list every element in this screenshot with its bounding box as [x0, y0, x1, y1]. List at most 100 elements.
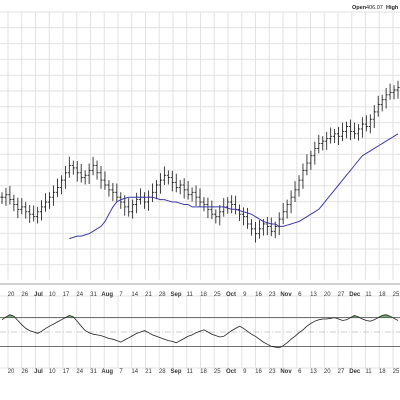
- ohlc-bar: [238, 204, 242, 222]
- ohlc-bar: [83, 170, 87, 185]
- ohlc-bar: [293, 181, 297, 203]
- x-tick-label: Aug: [101, 369, 113, 375]
- ohlc-bar: [281, 203, 285, 224]
- ohlc-bar: [32, 205, 36, 222]
- x-tick-label: 10: [49, 292, 56, 298]
- ohlc-bar: [36, 206, 40, 224]
- x-tick-label: 7: [119, 292, 123, 298]
- x-tick-label: Oct: [226, 292, 236, 298]
- ohlc-bar: [289, 190, 293, 214]
- x-tick-label: 28: [159, 369, 166, 375]
- ohlc-bar: [317, 134, 321, 154]
- x-tick-label: 14: [131, 292, 138, 298]
- x-tick-label: Nov: [280, 292, 292, 298]
- ohlc-bar: [28, 204, 32, 223]
- ohlc-bar: [20, 198, 24, 215]
- ohlc-bar: [87, 163, 91, 185]
- x-tick-label: Dec: [349, 292, 361, 298]
- ohlc-bar: [103, 171, 107, 190]
- ohlc-bar: [356, 124, 360, 141]
- x-tick-label: 11: [187, 292, 194, 298]
- ohlc-bar: [313, 141, 317, 165]
- ohlc-bar: [352, 122, 357, 139]
- ohlc-bar: [194, 185, 198, 206]
- open-value: 406.07: [366, 5, 383, 11]
- x-tick-label: 31: [90, 369, 97, 375]
- ohlc-bar: [119, 192, 123, 209]
- x-tick-label: 9: [243, 369, 247, 375]
- x-tick-label: Sep: [170, 369, 181, 375]
- ohlc-bar: [297, 175, 301, 197]
- ohlc-bar: [384, 88, 388, 109]
- high-label: High: [386, 5, 399, 11]
- x-tick-label: 25: [393, 369, 400, 375]
- ohlc-bar: [16, 197, 20, 219]
- ohlc-bar: [257, 220, 261, 239]
- x-tick-label: 23: [269, 292, 276, 298]
- x-tick-label: Dec: [349, 369, 361, 375]
- oscillator-line: [1, 314, 399, 349]
- ohlc-bar: [206, 197, 210, 219]
- ohlc-bar: [392, 85, 396, 100]
- ohlc-bar: [253, 222, 258, 243]
- ohlc-bar: [51, 185, 56, 206]
- ohlc-bar: [12, 194, 16, 212]
- x-tick-label: 6: [298, 292, 302, 298]
- x-tick-label: Nov: [280, 369, 292, 375]
- x-tick-label: 11: [187, 369, 194, 375]
- price-bars: [0, 80, 400, 243]
- ohlc-bar: [178, 180, 182, 195]
- ohlc-bar: [214, 209, 218, 224]
- price-panel-grid: [0, 11, 400, 280]
- ohlc-bar: [190, 187, 194, 202]
- ohlc-bar: [325, 131, 329, 150]
- ohlc-bar: [40, 200, 44, 221]
- open-label: Open: [352, 5, 367, 11]
- ohlc-bar: [329, 127, 333, 144]
- ohlc-bar: [131, 199, 135, 219]
- ohlc-bar: [301, 163, 305, 189]
- ohlc-bar: [376, 95, 380, 117]
- ohlc-bar: [95, 160, 99, 180]
- ohlc-bar: [71, 160, 75, 175]
- ohlc-bar: [115, 183, 119, 203]
- ohlc-bar: [210, 200, 214, 220]
- ohlc-bar: [63, 165, 67, 189]
- x-tick-label: Oct: [226, 369, 236, 375]
- x-tick-label: 28: [159, 292, 166, 298]
- x-tick-label: 7: [119, 369, 123, 375]
- x-tick-label: 14: [131, 369, 138, 375]
- ohlc-bar: [99, 165, 103, 189]
- x-tick-label: 23: [269, 369, 276, 375]
- ohlc-bar: [154, 180, 159, 200]
- x-tick-label: 9: [243, 292, 247, 298]
- x-tick-label: 25: [393, 292, 400, 298]
- x-tick-label: 10: [49, 369, 56, 375]
- ohlc-bar: [396, 80, 400, 99]
- ohlc-bar: [388, 83, 392, 100]
- x-tick-label: 20: [324, 292, 331, 298]
- ohlc-bar: [135, 192, 139, 214]
- ohlc-bar: [8, 185, 12, 205]
- ohlc-bar: [340, 122, 345, 142]
- x-tick-label: 17: [63, 292, 70, 298]
- x-tick-label: 20: [324, 369, 331, 375]
- ohlc-bar: [202, 197, 206, 212]
- ohlc-bar: [360, 117, 364, 138]
- ohlc-bar: [55, 178, 60, 198]
- ohlc-bar: [24, 202, 28, 219]
- x-tick-label: 18: [379, 369, 386, 375]
- ohlc-bar: [59, 175, 63, 195]
- oscillator-overbought-fill: [350, 315, 359, 318]
- ohlc-bar: [364, 115, 368, 132]
- x-tick-label: 17: [63, 369, 70, 375]
- ohlc-bar: [305, 154, 309, 176]
- ohlc-bar: [348, 119, 353, 141]
- x-tick-label: Jul: [34, 292, 43, 298]
- x-tick-label: 13: [310, 292, 317, 298]
- ohlc-bar: [111, 183, 115, 202]
- ohlc-bar: [380, 94, 384, 112]
- x-tick-label: 16: [255, 369, 262, 375]
- x-tick-label: 18: [379, 292, 386, 298]
- x-tick-label: Sep: [170, 292, 181, 298]
